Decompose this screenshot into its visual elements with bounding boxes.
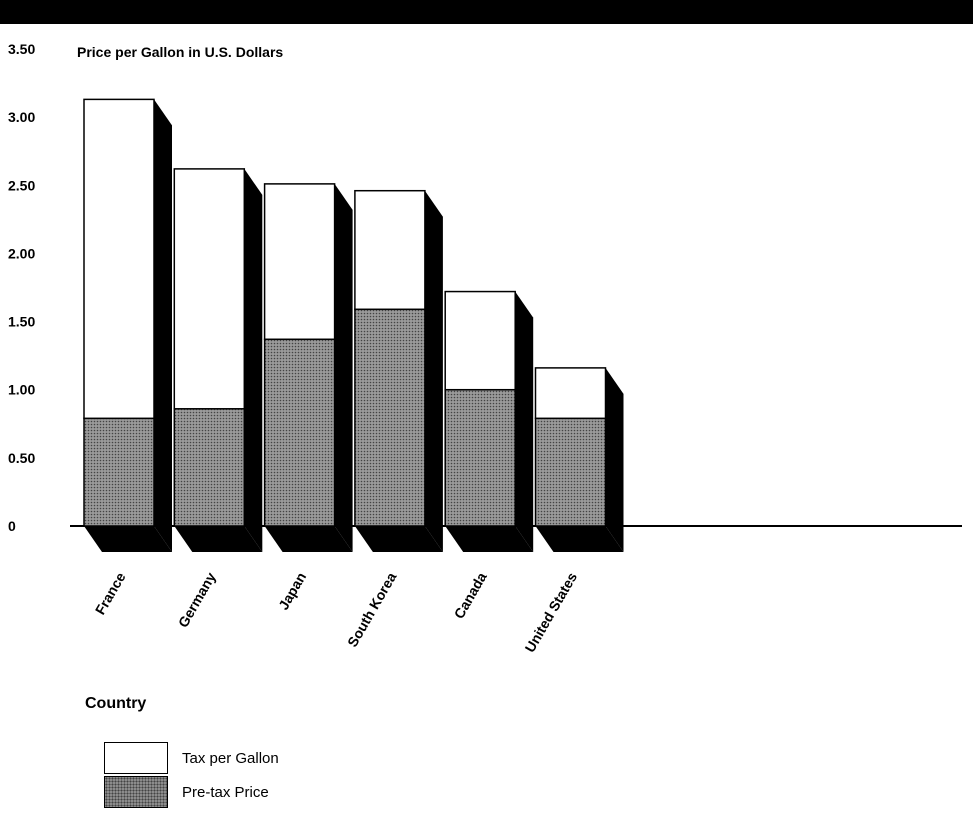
bar-pretax: [173, 408, 246, 527]
x-tick-label: Canada: [451, 569, 490, 621]
y-tick-label: 0.50: [8, 450, 35, 466]
bar-side-face: [244, 168, 263, 553]
bar-tax: [263, 183, 336, 341]
bar-tax: [534, 367, 607, 420]
y-tick-label: 3.50: [8, 41, 35, 57]
bar-tax: [173, 168, 246, 410]
chart-title: Price per Gallon in U.S. Dollars: [77, 44, 284, 60]
x-axis-title: Country: [85, 695, 147, 712]
legend-swatch-pretax: [104, 776, 168, 808]
bar-side-face: [515, 291, 534, 552]
bar-pretax: [263, 338, 336, 527]
x-tick-label: United States: [522, 569, 581, 655]
bar-side-face: [424, 190, 443, 552]
y-tick-label: 2.50: [8, 177, 35, 193]
y-tick-label: 3.00: [8, 109, 35, 125]
y-tick-label: 1.00: [8, 382, 35, 398]
top-bar: [0, 0, 973, 24]
bars: [70, 98, 962, 553]
bar-pretax: [534, 417, 607, 527]
legend-swatch-tax: [104, 742, 168, 774]
bar-base-shadow: [174, 526, 263, 552]
bar-pretax: [83, 417, 155, 527]
bar-side-face: [334, 183, 353, 552]
legend-item-pretax: Pre-tax Price: [104, 775, 269, 809]
bar-base-shadow: [354, 526, 443, 552]
x-tick-label: Japan: [275, 570, 309, 613]
bar-base-shadow: [535, 526, 624, 552]
legend-label-tax: Tax per Gallon: [182, 749, 279, 767]
bar-base-shadow: [264, 526, 353, 552]
x-tick-label: Germany: [175, 569, 219, 630]
legend-item-tax: Tax per Gallon: [104, 741, 279, 775]
bar-base-shadow: [84, 526, 172, 552]
y-tick-label: 1.50: [8, 314, 35, 330]
y-tick-label: 2.00: [8, 245, 35, 261]
bar-tax: [354, 189, 426, 311]
x-axis: France Germany Japan South Korea Canada Unite…: [92, 569, 580, 655]
legend-label-pretax: Pre-tax Price: [182, 783, 269, 801]
bar-pretax: [354, 308, 426, 527]
x-tick-label: South Korea: [344, 569, 400, 649]
y-axis: 0 0.50 1.00 1.50 2.00 2.50 3.00 3.50: [8, 41, 35, 534]
bar-tax: [83, 98, 155, 420]
x-tick-label: France: [92, 569, 129, 617]
bar-side-face: [154, 99, 172, 553]
y-tick-label: 0: [8, 518, 16, 534]
bar-pretax: [444, 388, 516, 527]
bar-base-shadow: [445, 526, 534, 552]
bar-tax: [444, 290, 516, 391]
bar-side-face: [605, 367, 624, 552]
